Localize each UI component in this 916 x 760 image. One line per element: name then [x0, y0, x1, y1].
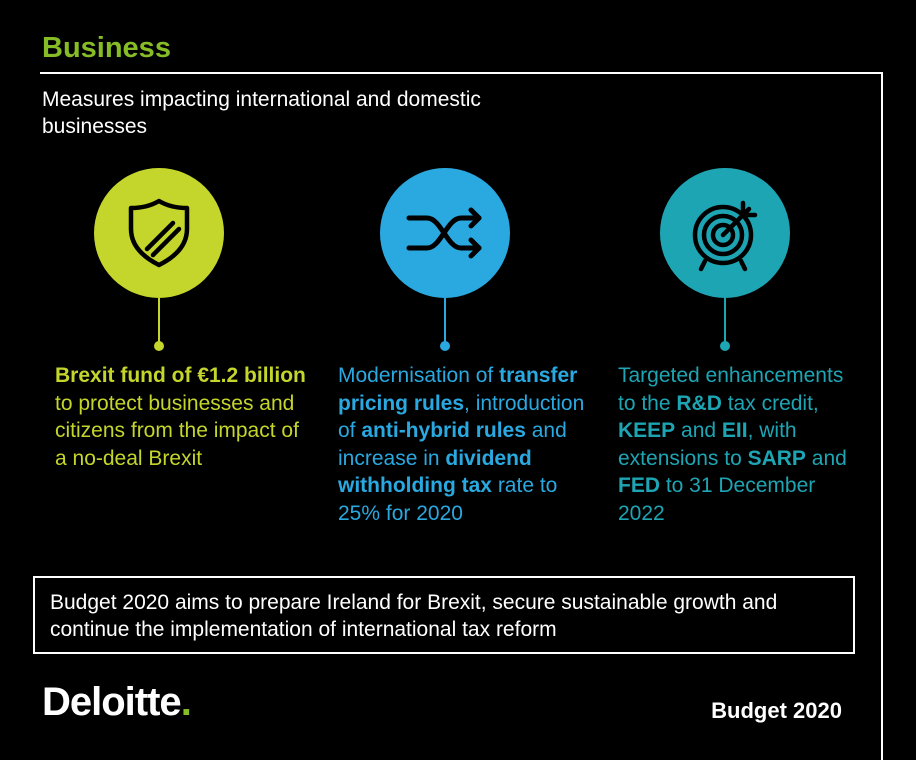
shuffle-icon-circle: [380, 168, 510, 298]
connector-dot-1: [154, 341, 164, 351]
text-segment: R&D: [676, 391, 722, 415]
text-segment: anti-hybrid rules: [361, 419, 526, 443]
shield-icon: [128, 198, 190, 268]
text-segment: dividend withholding tax: [338, 446, 532, 498]
frame-top-border: [40, 72, 883, 74]
text-segment: Modernisation of: [338, 364, 500, 387]
column-text-transfer-pricing: Modernisation of transfer pricing rules,…: [338, 362, 600, 528]
text-segment: , with extensions to: [618, 419, 797, 470]
target-icon: [692, 200, 758, 272]
connector-line-1: [158, 298, 160, 344]
summary-callout-text: Budget 2020 aims to prepare Ireland for …: [50, 591, 778, 641]
column-text-brexit-fund: Brexit fund of €1.2 billion to protect b…: [55, 362, 315, 472]
logo-dot: .: [180, 680, 192, 724]
page-subtitle: Measures impacting international and dom…: [42, 88, 481, 138]
shuffle-icon: [406, 207, 482, 259]
text-segment: and: [805, 446, 847, 470]
text-segment: to 31 December 2022: [618, 474, 816, 525]
footer-label: Budget 2020: [711, 698, 842, 723]
text-segment: EII: [721, 419, 748, 443]
page-title: Business: [42, 32, 171, 64]
connector-dot-2: [440, 341, 450, 351]
text-segment: and increase in: [338, 419, 567, 470]
connector-line-2: [444, 298, 446, 344]
connector-line-3: [724, 298, 726, 344]
text-segment: and: [675, 419, 722, 443]
text-segment: to protect businesses and citizens from …: [55, 391, 299, 470]
text-segment: Brexit fund of €1.2 billion: [55, 364, 306, 387]
text-segment: rate to 25% for 2020: [338, 474, 558, 525]
text-segment: FED: [618, 474, 660, 498]
text-segment: Targeted enhancements to the: [618, 364, 844, 415]
text-segment: tax credit,: [721, 391, 819, 415]
text-segment: transfer pricing rules: [338, 364, 578, 415]
text-segment: , introduction of: [338, 391, 585, 443]
target-icon-circle: [660, 168, 790, 298]
text-segment: KEEP: [618, 419, 676, 443]
logo-wordmark: Deloitte: [42, 680, 182, 724]
summary-callout-box: [33, 576, 855, 654]
shield-icon-circle: [94, 168, 224, 298]
connector-dot-3: [720, 341, 730, 351]
frame-right-border: [881, 72, 883, 760]
text-segment: SARP: [747, 446, 806, 470]
deloitte-logo: Deloitte.: [42, 680, 192, 725]
column-text-tax-credits: Targeted enhancements to the R&D tax cre…: [618, 362, 858, 528]
